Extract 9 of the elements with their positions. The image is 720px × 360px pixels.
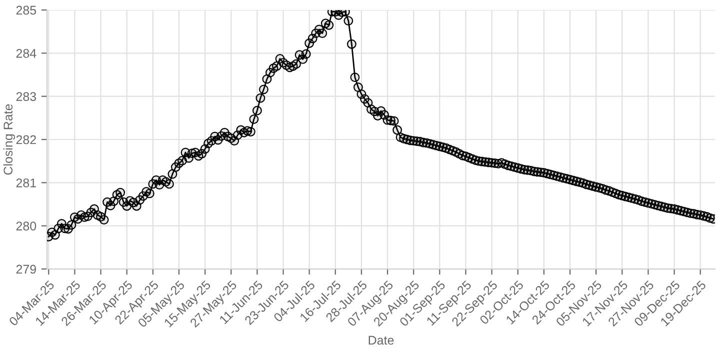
y-axis-title: Closing Rate <box>3 104 15 175</box>
y-tick-label: 282 <box>16 135 36 144</box>
y-tick-label: 280 <box>16 222 36 230</box>
y-tick-label: 279 <box>16 264 36 274</box>
y-tick-label: 285 <box>16 6 36 15</box>
y-tick-label: 283 <box>16 92 36 101</box>
x-axis-title: Date <box>368 336 394 345</box>
y-tick-label: 284 <box>16 48 36 58</box>
y-tick-label: 281 <box>16 178 36 188</box>
